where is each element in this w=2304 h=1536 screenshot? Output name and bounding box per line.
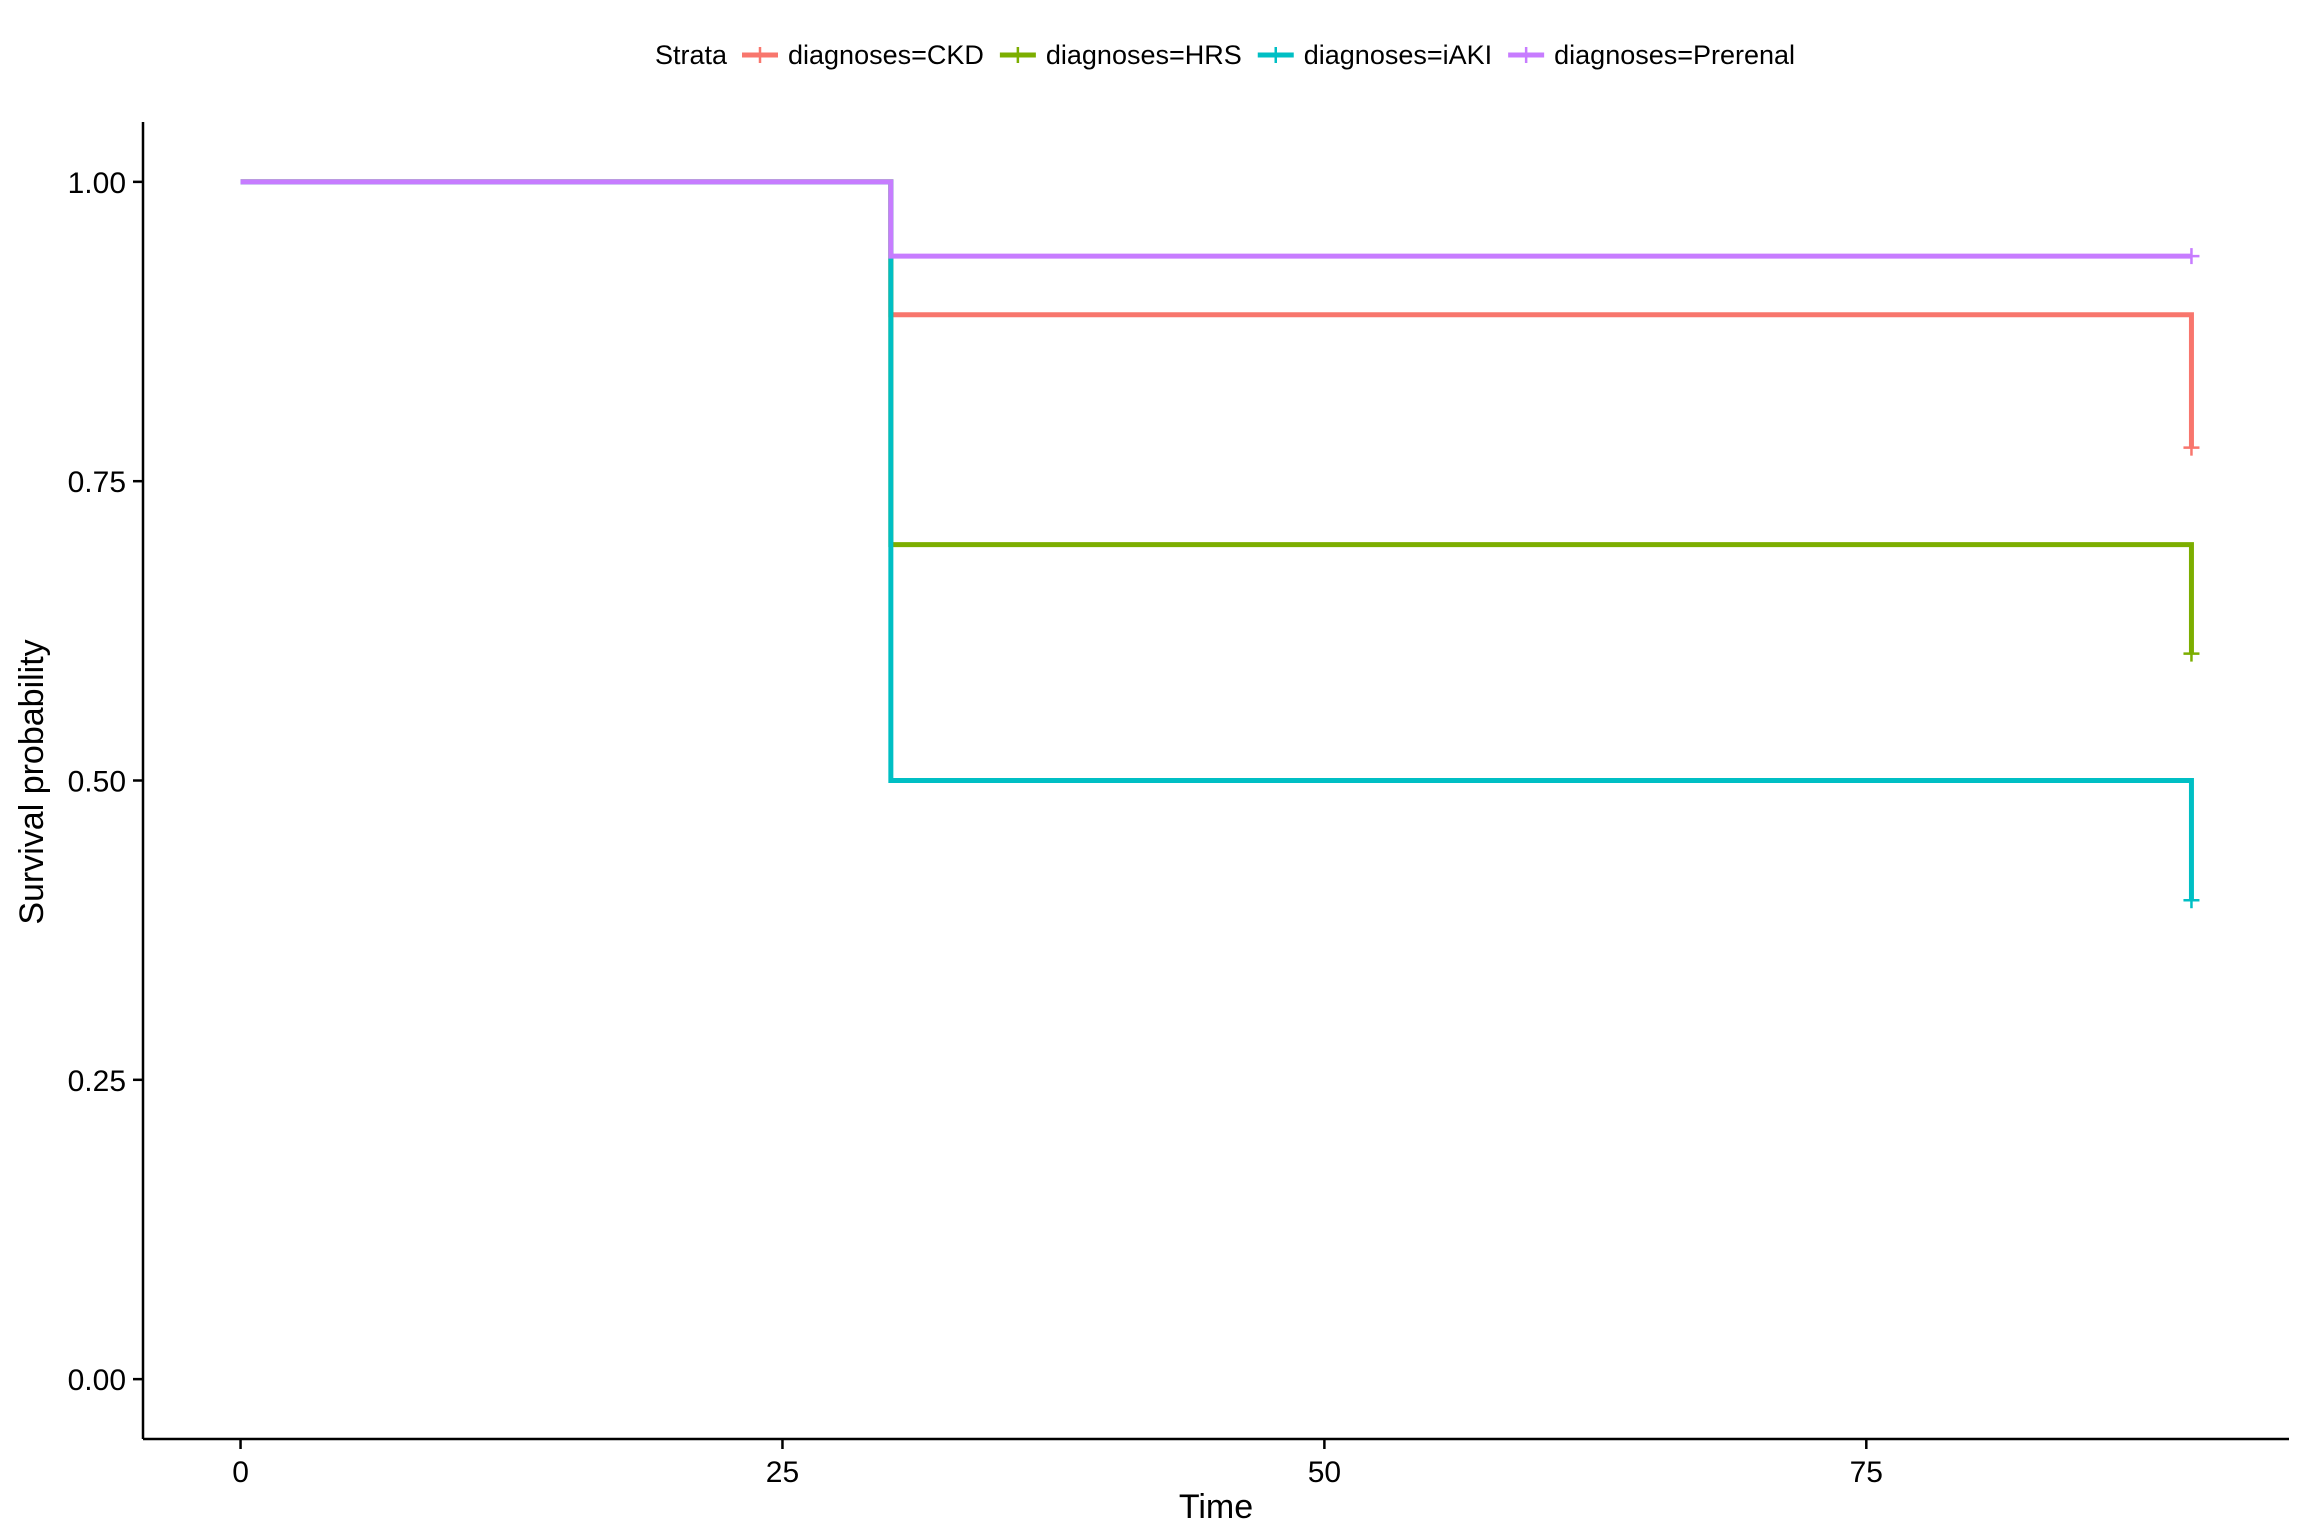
legend-label-iaki: diagnoses=iAKI (1304, 40, 1492, 70)
y-tick-label: 1.00 (68, 167, 126, 200)
legend-key-ckd (742, 47, 778, 63)
x-axis-ticks: 0 25 50 75 (232, 1439, 1883, 1489)
x-tick-label: 0 (232, 1456, 249, 1489)
series-layer (240, 179, 2200, 909)
legend-title: Strata (655, 40, 728, 70)
y-tick-label: 0.75 (68, 466, 126, 499)
y-tick-label: 0.25 (68, 1065, 126, 1098)
legend-key-prerenal (1508, 47, 1545, 63)
censor-mark-hrs (2183, 645, 2200, 662)
legend-item-iaki: diagnoses=iAKI (1257, 40, 1492, 70)
x-tick-label: 75 (1850, 1456, 1883, 1489)
legend-label-prerenal: diagnoses=Prerenal (1554, 40, 1795, 70)
x-tick-label: 50 (1308, 1456, 1341, 1489)
series-line-ckd (240, 179, 2194, 448)
plot-area: 0 25 50 75 0.00 0.25 0.50 0.75 1.00 (68, 122, 2289, 1489)
legend-item-ckd: diagnoses=CKD (742, 40, 984, 70)
censor-mark-prerenal (2183, 248, 2200, 265)
series-line-prerenal (240, 179, 2192, 259)
legend-items: diagnoses=CKD diagnoses=HRS diagnoses=iAKI… (742, 40, 1795, 70)
legend-item-hrs: diagnoses=HRS (999, 40, 1242, 70)
censor-mark-iaki (2183, 892, 2200, 909)
y-axis-title: Survival probability (13, 639, 51, 924)
legend-key-iaki (1257, 47, 1294, 63)
legend-label-ckd: diagnoses=CKD (788, 40, 984, 70)
y-axis-ticks: 0.00 0.25 0.50 0.75 1.00 (68, 167, 143, 1397)
legend-key-hrs (999, 47, 1036, 63)
x-axis-title: Time (1179, 1488, 1253, 1526)
censor-mark-ckd (2183, 439, 2200, 456)
y-tick-label: 0.00 (68, 1364, 126, 1397)
legend-label-hrs: diagnoses=HRS (1046, 40, 1242, 70)
legend: Strata diagnoses=CKD diagnoses=HRS diagnos… (655, 40, 1795, 70)
x-tick-label: 25 (766, 1456, 799, 1489)
series-line-hrs (240, 179, 2194, 654)
y-tick-label: 0.50 (68, 766, 126, 799)
series-line-iaki (240, 179, 2194, 901)
legend-item-prerenal: diagnoses=Prerenal (1508, 40, 1795, 70)
